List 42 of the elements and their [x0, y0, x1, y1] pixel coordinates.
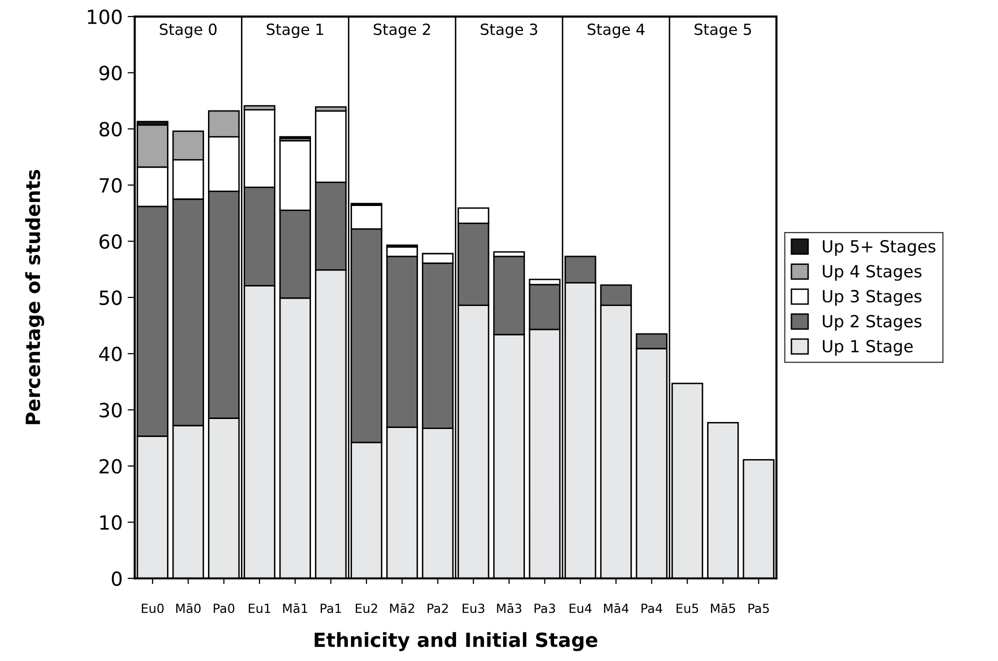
annotation: Stage 0 [160, 24, 217, 38]
y-tick-label: 0 [112, 571, 122, 586]
y-tick-label: 50 [100, 290, 122, 306]
annotation: Stage 4 [588, 24, 645, 38]
x-tick-label: Pa5 [748, 604, 769, 614]
y-axis-title: Percentage of students [25, 170, 44, 424]
legend-label: Up 4 Stages [822, 264, 922, 281]
x-tick-label: Eu0 [142, 604, 164, 614]
x-tick-label: Eu5 [676, 604, 698, 614]
x-tick-label: Pa2 [428, 604, 448, 614]
annotation: Stage 2 [374, 24, 430, 38]
x-tick-label: Mā2 [390, 604, 414, 614]
x-tick-label: Mā5 [710, 604, 736, 614]
x-tick-label: Pa3 [534, 604, 556, 614]
annotation: Stage 3 [480, 24, 538, 38]
x-tick-label: Pa1 [320, 604, 341, 614]
y-tick-label: 10 [100, 515, 122, 530]
x-tick-label: Eu1 [248, 604, 270, 614]
legend-label: Up 1 Stage [822, 340, 913, 356]
annotation: Stage 1 [266, 24, 324, 38]
x-tick-label: Eu3 [462, 604, 484, 614]
y-tick-label: 90 [99, 66, 122, 80]
x-tick-label: Mā0 [176, 604, 201, 614]
annotation: Stage 5 [694, 24, 751, 38]
x-axis-title: Ethnicity and Initial Stage [314, 632, 598, 652]
x-tick-label: Mā3 [497, 604, 522, 614]
y-tick-label: 70 [100, 178, 122, 193]
y-tick-label: 20 [100, 458, 122, 474]
x-tick-label: Pa4 [642, 604, 662, 614]
x-tick-label: Eu4 [570, 604, 592, 614]
x-tick-label: Mā4 [604, 604, 629, 614]
x-tick-label: Eu2 [356, 604, 378, 614]
legend-label: Up 2 Stages [822, 314, 922, 331]
legend-label: Up 3 Stages [822, 290, 922, 306]
x-tick-label: Pa0 [214, 604, 234, 614]
y-tick-label: 100 [88, 9, 122, 24]
y-tick-label: 60 [100, 234, 122, 249]
legend-label: Up 5+ Stages [822, 240, 936, 256]
y-tick-label: 80 [100, 122, 122, 137]
y-tick-label: 30 [100, 402, 122, 418]
y-tick-label: 40 [99, 346, 122, 362]
x-tick-label: Mā1 [283, 604, 308, 614]
